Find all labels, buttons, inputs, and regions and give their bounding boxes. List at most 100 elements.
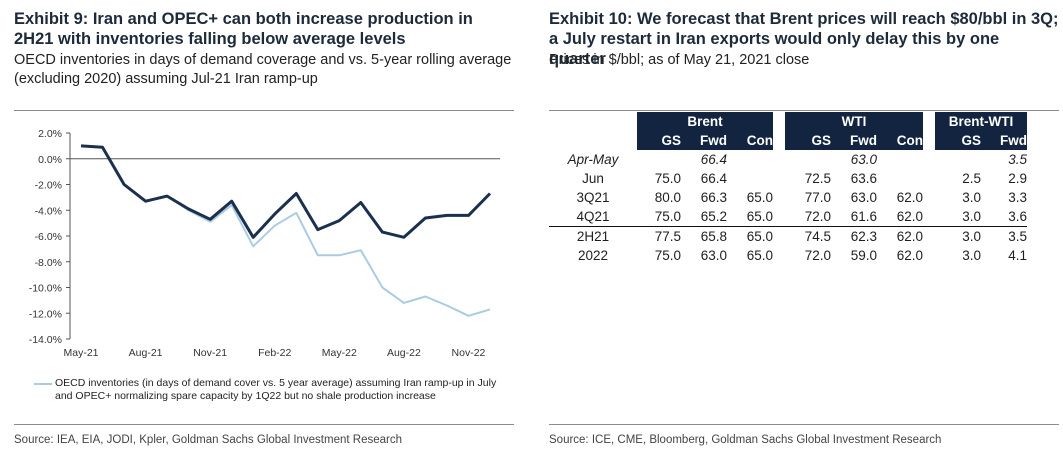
x-tick-label: Nov-22	[452, 347, 486, 359]
row-label: 4Q21	[576, 209, 610, 224]
subheader-spread-fwd: Fwd	[981, 131, 1027, 150]
table-cell: 80.0	[654, 190, 681, 205]
table-cell: 63.0	[850, 152, 877, 167]
table-cell: 3.0	[962, 190, 981, 205]
exhibit-9-source: Source: IEA, EIA, JODI, Kpler, Goldman S…	[14, 434, 402, 446]
table-cell	[727, 150, 773, 169]
exhibit-10-bottom-rule	[549, 424, 1059, 425]
table-subheader-row: GS Fwd Con GS Fwd Con GS Fwd	[549, 131, 1027, 150]
x-tick-label: Nov-21	[193, 347, 227, 359]
chart-series	[80, 144, 492, 317]
table-row: 4Q21 75.0 65.2 65.0 72.0 61.6 62.0 3.0 3.6	[549, 207, 1027, 227]
exhibit-10-title: Exhibit 10: We forecast that Brent price…	[549, 10, 1059, 68]
subheader-wti-con: Con	[877, 131, 923, 150]
line-chart: 2.0% 0.0% -2.0% -4.0% -6.0% -8.0% -10.0% -12.0%…	[29, 128, 500, 359]
table-cell: 62.3	[831, 226, 877, 246]
table-cell: 66.3	[700, 190, 727, 205]
table-cell: 3.3	[1008, 190, 1027, 205]
table-row: Apr-May 66.4 63.0 3.5	[549, 150, 1027, 169]
row-label: 2022	[577, 248, 609, 263]
legend-label: OECD inventories (in days of demand cove…	[55, 377, 497, 402]
y-tick-label: 2.0%	[38, 128, 62, 140]
table-cell: 3.0	[962, 209, 981, 224]
table-cell: 3.0	[962, 248, 981, 263]
table-group-header-row: Brent WTI Brent-WTI	[549, 112, 1027, 131]
header-wti: WTI	[785, 112, 923, 131]
header-brent-wti: Brent-WTI	[935, 112, 1027, 131]
table-row: Jun 75.0 66.4 72.5 63.6 2.5 2.9	[549, 169, 1027, 188]
exhibit-10-top-rule	[549, 110, 1059, 111]
table-cell: 3.5	[1008, 152, 1027, 167]
price-forecast-table: Brent WTI Brent-WTI GS Fwd Con GS Fwd Co…	[549, 112, 1027, 265]
table-row: 2H21 77.5 65.8 65.0 74.5 62.3 62.0 3.0 3.5	[549, 226, 1027, 246]
x-tick-label: Aug-21	[129, 347, 163, 359]
table-cell: 3.5	[981, 226, 1027, 246]
subheader-wti-fwd: Fwd	[831, 131, 877, 150]
subheader-brent-fwd: Fwd	[681, 131, 727, 150]
table-cell: 65.0	[746, 209, 773, 224]
subheader-spread-gs: GS	[935, 131, 981, 150]
table-cell	[935, 150, 981, 169]
table-cell: 2.9	[1008, 171, 1027, 186]
exhibit-10-source: Source: ICE, CME, Bloomberg, Goldman Sac…	[549, 434, 942, 446]
legend-swatch-light-line	[34, 383, 52, 385]
table-cell: 66.4	[700, 171, 727, 186]
exhibit-9-title: Exhibit 9: Iran and OPEC+ can both incre…	[14, 10, 473, 48]
y-tick-label: -2.0%	[35, 180, 62, 192]
table-cell: 74.5	[785, 226, 831, 246]
series-line-light	[80, 144, 491, 317]
table-cell: 65.0	[746, 248, 773, 263]
table-cell: 63.6	[850, 171, 877, 186]
table-cell	[877, 150, 923, 169]
subheader-wti-gs: GS	[785, 131, 831, 150]
table-cell: 63.0	[700, 248, 727, 263]
table-cell: 61.6	[850, 209, 877, 224]
table-cell: 3.0	[935, 226, 981, 246]
subheader-brent-gs: GS	[637, 131, 681, 150]
y-tick-label: -12.0%	[29, 308, 62, 320]
table-cell	[727, 169, 773, 188]
table-body: Apr-May 66.4 63.0 3.5 Jun 75.0 66.4 72.5 63.6 2.5…	[549, 150, 1027, 265]
row-label: 2H21	[549, 226, 637, 246]
table-cell: 65.2	[700, 209, 727, 224]
table-cell: 65.8	[681, 226, 727, 246]
y-tick-label: -10.0%	[29, 283, 62, 295]
exhibit-10-panel: Exhibit 10: We forecast that Brent price…	[546, 0, 1063, 456]
table-cell	[785, 150, 831, 169]
table-cell: 72.0	[804, 209, 831, 224]
exhibit-10-subtitle: Prices in $/bbl; as of May 21, 2021 clos…	[549, 52, 810, 68]
x-axis: May-21 Aug-21 Nov-21 Feb-22 May-22 Aug-22 Nov-…	[63, 158, 500, 359]
y-tick-label: 0.0%	[38, 154, 62, 166]
table-cell	[637, 150, 681, 169]
x-tick-label: Aug-22	[387, 347, 421, 359]
series-line-dark	[80, 144, 492, 239]
table-cell: 66.4	[700, 152, 727, 167]
table-cell: 62.0	[896, 190, 923, 205]
subheader-brent-con: Con	[727, 131, 773, 150]
x-tick-label: Feb-22	[258, 347, 291, 359]
row-label: 3Q21	[576, 190, 610, 205]
table-cell: 75.0	[654, 171, 681, 186]
table-row: 2022 75.0 63.0 65.0 72.0 59.0 62.0 3.0 4.1	[549, 246, 1027, 265]
exhibit-9-bottom-rule	[14, 424, 514, 425]
table-cell: 75.0	[654, 209, 681, 224]
table-cell: 2.5	[962, 171, 981, 186]
table-cell: 65.0	[727, 226, 773, 246]
table-cell	[877, 169, 923, 188]
table-cell: 62.0	[877, 226, 923, 246]
exhibit-9-top-rule	[14, 110, 514, 111]
table-cell: 3.6	[1008, 209, 1027, 224]
table-cell: 63.0	[850, 190, 877, 205]
header-brent: Brent	[637, 112, 773, 131]
table-cell: 72.5	[804, 171, 831, 186]
table-cell: 62.0	[896, 209, 923, 224]
y-tick-label: -14.0%	[29, 334, 62, 346]
table-cell: 62.0	[896, 248, 923, 263]
y-tick-label: -4.0%	[35, 205, 62, 217]
table-cell: 75.0	[654, 248, 681, 263]
table-cell: 65.0	[746, 190, 773, 205]
y-axis: 2.0% 0.0% -2.0% -4.0% -6.0% -8.0% -10.0% -12.0%…	[29, 128, 71, 346]
x-tick-label: May-22	[322, 347, 357, 359]
table-cell: 77.5	[637, 226, 681, 246]
y-tick-label: -8.0%	[35, 257, 62, 269]
